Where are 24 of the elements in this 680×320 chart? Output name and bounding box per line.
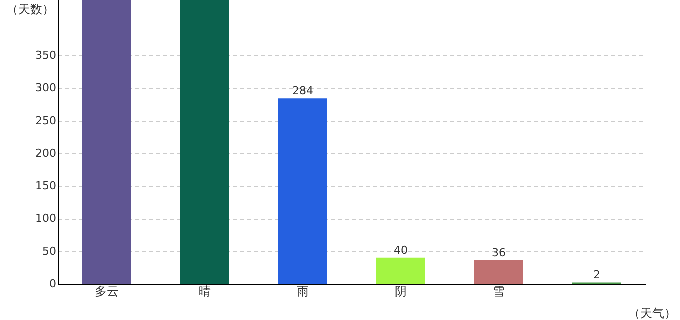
- x-tick-label: 雪: [493, 284, 505, 298]
- bar: [376, 258, 426, 284]
- x-tick-label: 阴: [395, 284, 407, 298]
- y-tick-label: 50: [42, 244, 56, 258]
- data-label: 36: [492, 246, 506, 260]
- x-tick-label: 晴: [199, 284, 211, 298]
- data-label: 284: [292, 84, 314, 98]
- y-tick-label: 350: [36, 48, 56, 62]
- bar: [82, 0, 132, 284]
- data-label: 40: [394, 244, 408, 257]
- y-tick-label: 200: [36, 146, 56, 160]
- x-tick-label: 雨: [297, 284, 309, 298]
- y-tick-label: 300: [36, 82, 56, 95]
- y-tick-label: 100: [36, 212, 56, 226]
- y-tick-label: 0: [50, 278, 56, 290]
- data-label: 2: [594, 268, 600, 282]
- bar: [180, 0, 230, 284]
- y-axis-title: （天数）: [6, 2, 54, 16]
- y-tick-label: 250: [36, 114, 56, 128]
- y-tick-label: 150: [36, 180, 56, 193]
- x-tick-label: 多云: [95, 284, 119, 298]
- bar: [474, 260, 524, 284]
- x-axis-title: （天气）: [628, 306, 676, 320]
- bar: [278, 98, 328, 284]
